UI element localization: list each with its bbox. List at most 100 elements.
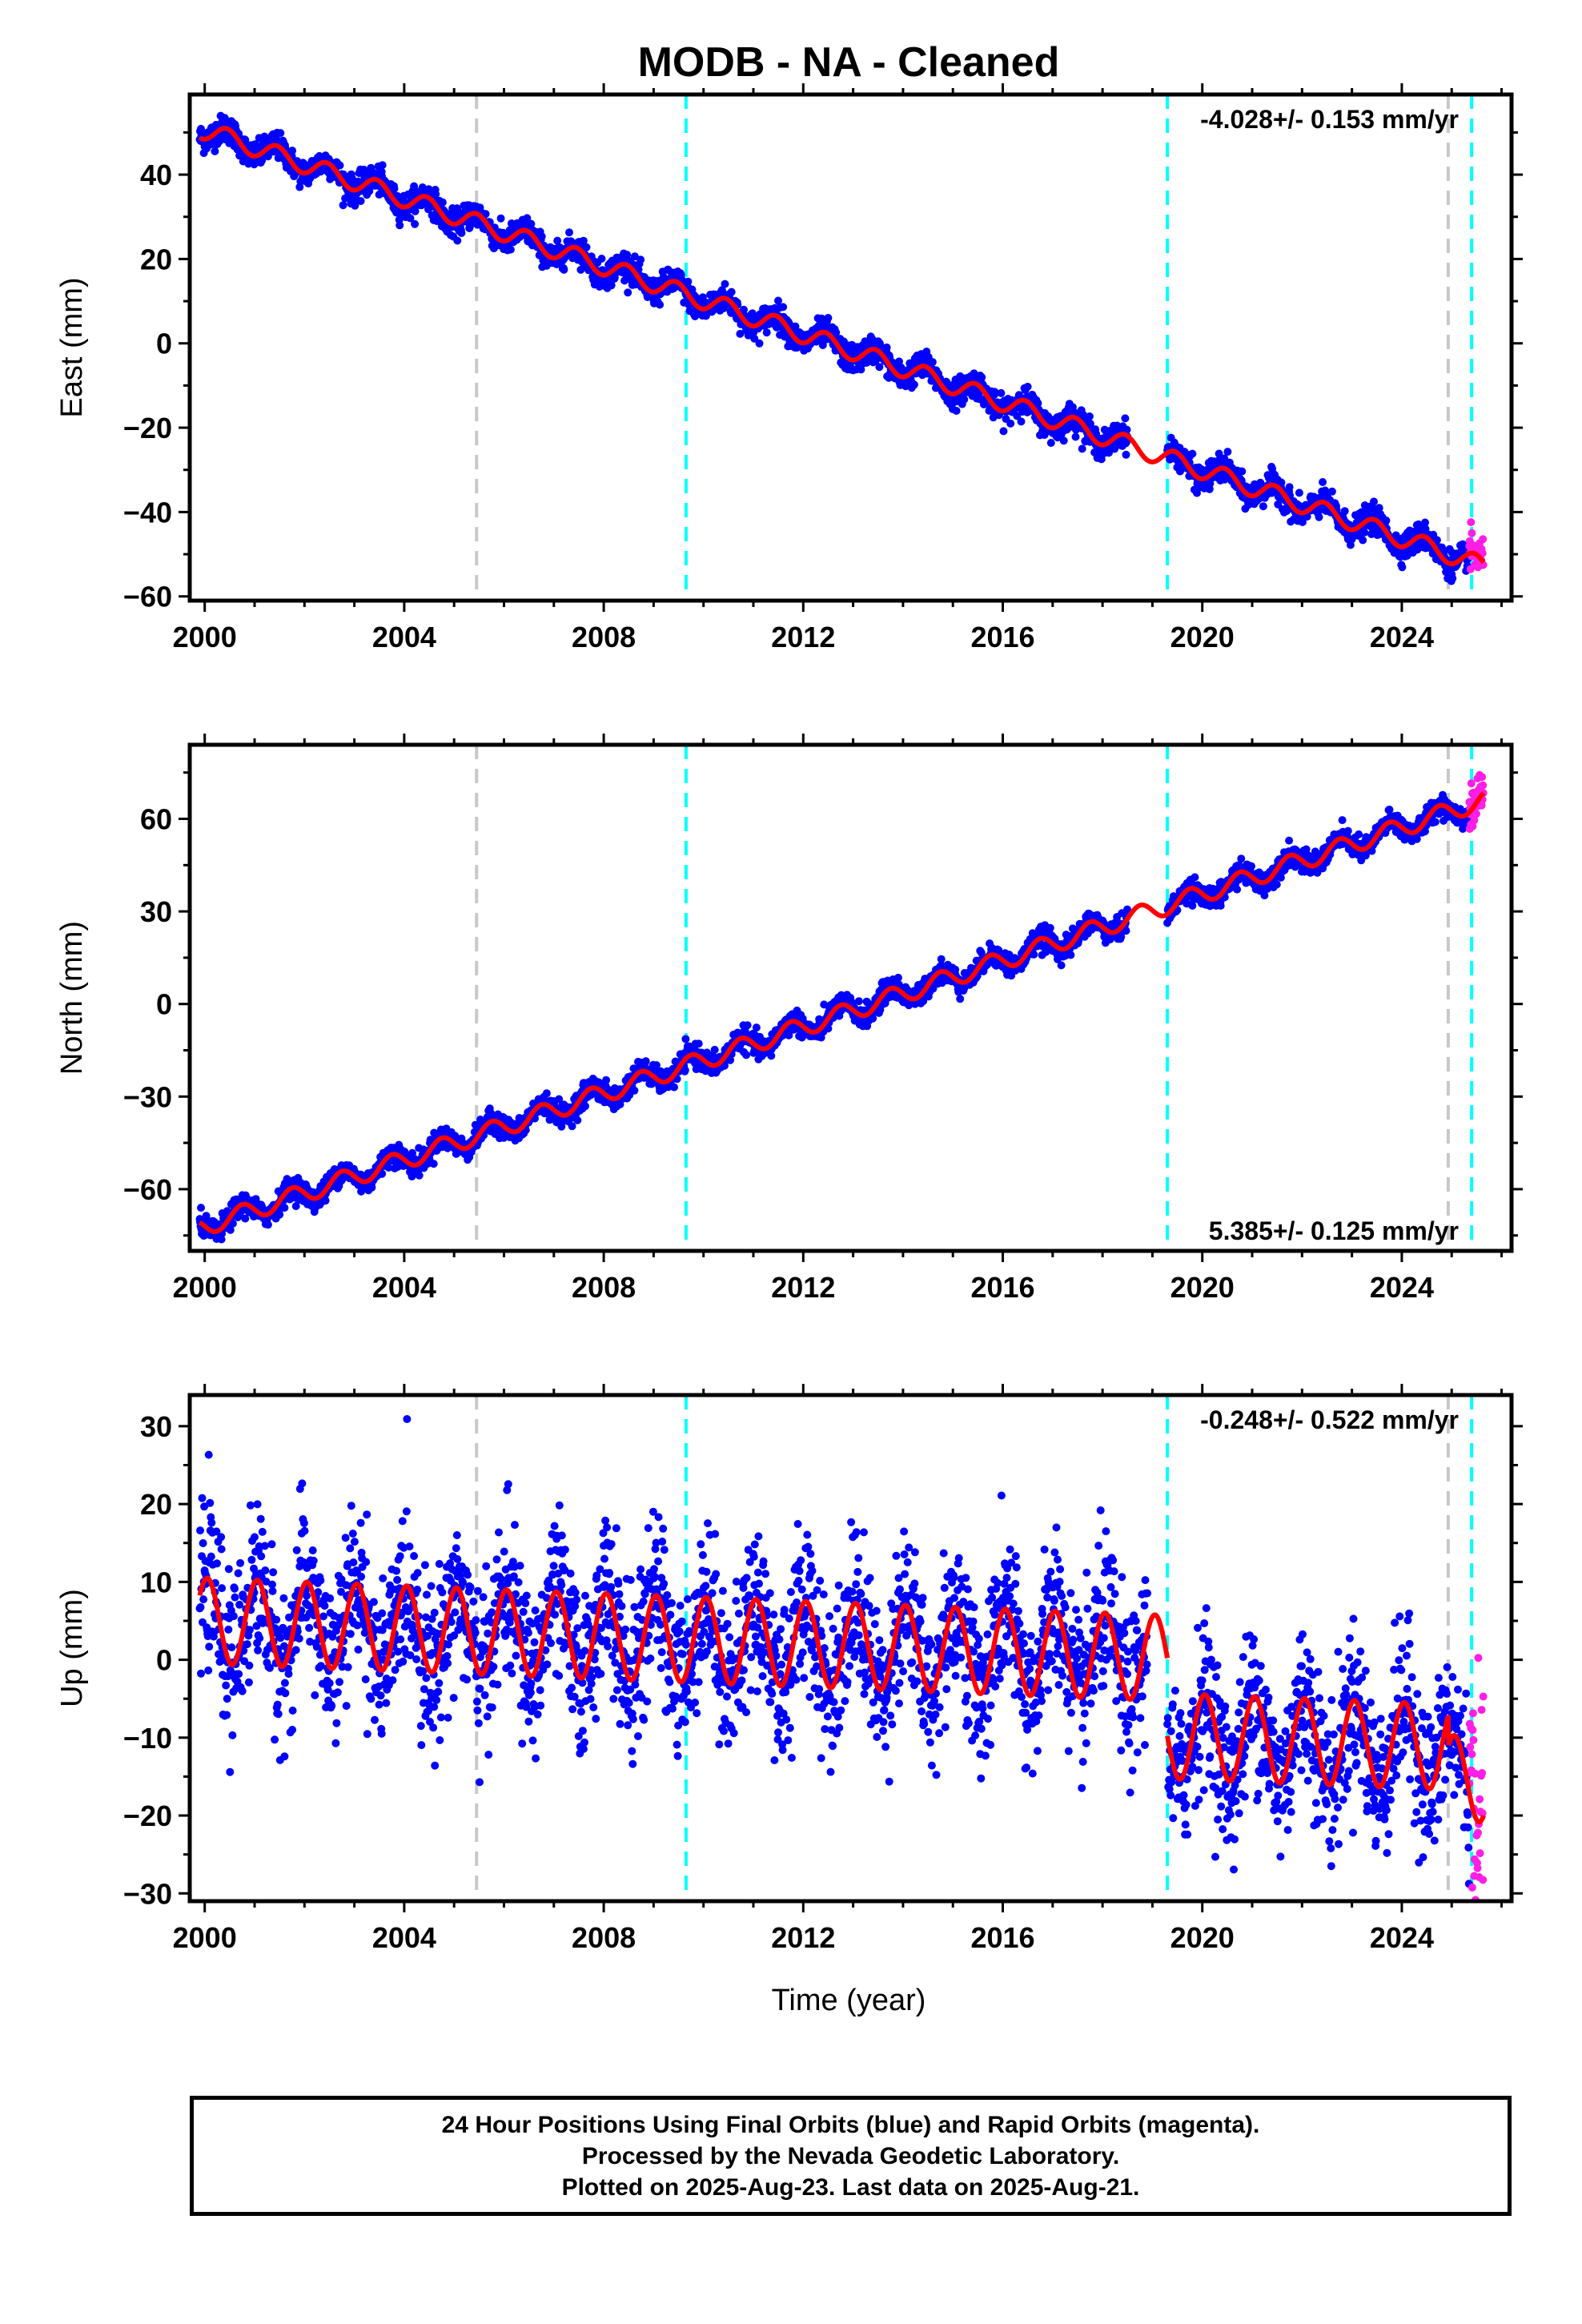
x-tick-label: 2004 (372, 621, 436, 653)
final-orbit-point (537, 232, 546, 241)
final-orbit-point (1448, 574, 1457, 583)
y-tick-label: −20 (123, 412, 172, 444)
final-orbit-point (893, 973, 902, 982)
final-orbit-point (438, 198, 447, 207)
final-orbit-point (1006, 419, 1015, 428)
y-tick-label: 20 (140, 243, 172, 275)
final-orbit-point (762, 328, 771, 337)
final-orbit-point (684, 277, 693, 286)
final-orbit-point (597, 255, 606, 263)
final-orbit-point (506, 245, 515, 254)
final-orbit-point (432, 190, 440, 199)
chart-title: MODB - NA - Cleaned (638, 39, 1060, 86)
final-orbit-point (1188, 449, 1197, 458)
final-orbit-point (321, 1196, 330, 1205)
final-orbit-point (523, 214, 532, 223)
final-orbit-point (335, 161, 344, 170)
final-orbit-point (573, 1116, 582, 1124)
final-orbit-point (411, 219, 420, 228)
final-orbit-point (1285, 483, 1294, 492)
final-orbit-point (630, 1086, 639, 1095)
x-tick-label: 2024 (1370, 621, 1434, 653)
final-orbit-point (568, 1122, 576, 1131)
panel-1: 2000 2004 2008 2012 2016 2020 2024−60−40−20020… (55, 83, 1523, 653)
final-orbit-point (1223, 448, 1232, 456)
final-orbit-point (1259, 502, 1267, 511)
final-orbit-point (750, 334, 759, 343)
final-orbit-point (1319, 478, 1327, 486)
final-orbit-point (1360, 528, 1369, 537)
final-orbit-point (1034, 399, 1042, 408)
final-orbit-point (1122, 438, 1130, 447)
final-orbit-point (1122, 425, 1131, 434)
final-orbit-point (263, 1220, 272, 1229)
final-orbit-point (496, 214, 505, 223)
rapid-orbit-point (1479, 535, 1488, 544)
final-orbit-point (742, 1051, 751, 1059)
final-orbit-point (1017, 417, 1026, 426)
final-orbit-point (624, 288, 632, 297)
y-tick-label: 40 (140, 159, 172, 191)
final-orbit-point (1176, 467, 1184, 476)
final-orbit-point (579, 236, 588, 245)
final-orbit-point (875, 363, 884, 372)
final-orbit-point (752, 1023, 761, 1032)
final-orbit-point (602, 1076, 611, 1084)
final-orbit-point (280, 1204, 289, 1212)
final-orbit-point (681, 1035, 690, 1043)
final-orbit-point (1086, 420, 1094, 428)
final-orbit-point (1046, 439, 1055, 447)
final-orbit-point (1382, 517, 1391, 525)
final-orbit-point (347, 174, 356, 183)
final-orbit-point (356, 197, 365, 205)
final-orbit-point (928, 358, 937, 367)
final-orbit-point (288, 147, 297, 155)
final-orbit-point (670, 1083, 678, 1092)
final-orbit-point (339, 201, 347, 210)
final-orbit-point (275, 1210, 284, 1219)
y-axis-label: East (mm) (55, 277, 89, 417)
final-orbit-point (727, 287, 736, 296)
final-orbit-point (276, 129, 285, 138)
final-orbit-point (623, 251, 632, 259)
rapid-orbit-point (1468, 529, 1476, 537)
rapid-orbit-point (1467, 518, 1476, 527)
panels: 2000 2004 2008 2012 2016 2020 2024−60−40−20020… (55, 83, 1523, 1954)
rate-label: -4.028+/- 0.153 mm/yr (1200, 105, 1459, 134)
final-orbit-point (367, 1183, 376, 1192)
final-orbit-point (681, 1066, 689, 1075)
final-orbit-point (429, 1160, 438, 1168)
final-orbit-point (779, 303, 788, 312)
final-orbit-point (1327, 487, 1336, 496)
final-orbit-point (1315, 513, 1323, 521)
final-orbit-point (581, 1102, 589, 1111)
final-orbit-point (694, 1039, 703, 1048)
final-orbit-point (607, 281, 616, 290)
final-orbit-point (1122, 450, 1130, 459)
final-orbit-point (736, 329, 745, 338)
panel-2: 2000 2004 2008 2012 2016 2020 2024−60−3003060N… (55, 734, 1523, 1304)
final-orbit-point (824, 314, 833, 322)
final-orbit-point (560, 265, 568, 274)
final-orbit-point (999, 427, 1008, 436)
final-orbit-point (869, 1014, 877, 1023)
final-orbit-point (351, 201, 359, 210)
final-orbit-point (721, 279, 729, 288)
final-orbit-point (960, 395, 969, 404)
final-orbit-point (457, 229, 466, 237)
final-orbit-point (396, 221, 404, 230)
final-orbit-point (978, 373, 986, 382)
final-orbit-point (774, 296, 782, 305)
y-tick-label: 0 (156, 328, 172, 360)
final-orbit-point (755, 339, 764, 348)
final-orbit-point (882, 343, 891, 352)
final-orbit-point (197, 1204, 205, 1212)
final-orbit-point (832, 328, 841, 337)
final-orbit-point (582, 243, 591, 251)
final-orbit-point (636, 255, 645, 264)
final-orbit-point (1398, 563, 1407, 572)
y-tick-label: −60 (123, 581, 172, 613)
final-orbit-point (1059, 436, 1068, 445)
final-orbit-point (553, 236, 562, 245)
